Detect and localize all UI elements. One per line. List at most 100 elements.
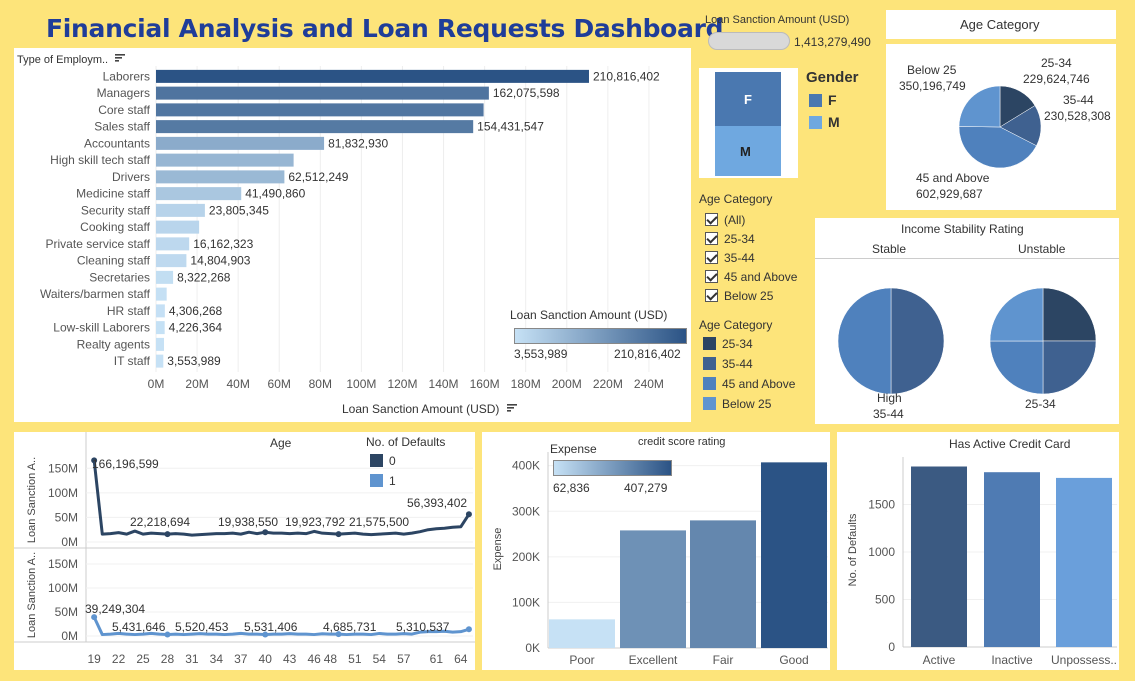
data-label: 23,805,345 [209, 203, 269, 217]
y-tick-label: 100M [48, 486, 78, 500]
y-tick-label: 150M [48, 461, 78, 475]
x-tick-label: Poor [569, 653, 594, 667]
bar [156, 86, 489, 100]
data-label: 16,162,323 [193, 237, 253, 251]
kpi-value: 1,413,279,490 [794, 35, 871, 49]
x-tick-label: 22 [112, 652, 126, 666]
bar [156, 304, 165, 318]
category-label: Waiters/barmen staff [40, 287, 151, 301]
credit-legend-title: Expense [550, 442, 597, 456]
gender-bar-f-label: F [744, 92, 752, 107]
gender-m-swatch [809, 116, 822, 129]
age-legend-item-25-34[interactable]: 25-34 [703, 337, 753, 351]
y-tick-label: 0K [525, 641, 540, 655]
age-legend-item-35-44[interactable]: 35-44 [703, 357, 753, 371]
age-legend-title: Age Category [699, 318, 773, 332]
age-pie-label-2534-value: 229,624,746 [1023, 72, 1090, 86]
data-label: 8,322,268 [177, 270, 231, 284]
data-label: 21,575,500 [349, 515, 409, 529]
income-stability-panel: Income Stability Rating Stable Unstable … [815, 218, 1119, 424]
gender-legend-f[interactable]: F [809, 92, 837, 108]
data-label: 56,393,402 [407, 496, 467, 510]
x-tick-label: 120M [387, 377, 417, 391]
gender-bar-f[interactable] [715, 72, 781, 126]
y-tick-label: 0 [888, 640, 895, 654]
data-label: 5,431,646 [112, 620, 166, 634]
data-label: 5,310,537 [396, 620, 450, 634]
x-tick-label: Good [779, 653, 808, 667]
data-label: 4,685,731 [323, 620, 377, 634]
bar [156, 254, 187, 268]
legend-swatch [370, 454, 383, 467]
stable-label-bottom: 35-44 [873, 407, 904, 421]
bar [156, 136, 325, 150]
age-legend-swatch [703, 397, 716, 410]
bar [156, 220, 200, 234]
age-line-header-defaults: No. of Defaults [366, 435, 446, 449]
series-point [465, 626, 472, 633]
y-tick-label: 150M [48, 557, 78, 571]
income-divider [815, 258, 1119, 259]
color-legend-min: 3,553,989 [514, 347, 568, 361]
age-legend-item-45-above[interactable]: 45 and Above [703, 377, 795, 391]
bar [620, 530, 686, 648]
bar [156, 237, 190, 251]
category-label: Medicine staff [76, 187, 150, 201]
card-bar-chart: 1500 1000 500 0 No. of Defaults Active Inactiv… [847, 457, 1117, 667]
series-point [262, 529, 269, 536]
age-line-legend-1[interactable]: 1 [370, 474, 396, 488]
age-filter-option-35-44[interactable]: 35-44 [705, 251, 755, 265]
age-filter-option-25-34[interactable]: 25-34 [705, 232, 755, 246]
category-label: Laborers [103, 69, 150, 83]
data-label: 154,431,547 [477, 120, 544, 134]
employment-x-label-text: Loan Sanction Amount (USD) [342, 402, 500, 416]
gender-legend-title: Gender [806, 69, 859, 86]
series-line [92, 616, 470, 637]
checkbox-icon[interactable] [705, 251, 718, 264]
checkbox-icon[interactable] [705, 213, 718, 226]
bar [690, 520, 756, 648]
bar [156, 203, 205, 217]
y-tick-label: 300K [512, 504, 540, 518]
x-tick-label: Inactive [991, 653, 1033, 667]
checkbox-icon[interactable] [705, 289, 718, 302]
age-line-legend-0[interactable]: 0 [370, 454, 396, 468]
x-tick-label: 20M [185, 377, 208, 391]
bar [156, 321, 165, 335]
age-filter-option-all[interactable]: (All) [705, 213, 745, 227]
credit-title: credit score rating [638, 436, 726, 448]
series-point [91, 457, 98, 464]
x-tick-label: 40 [259, 652, 273, 666]
gender-legend-m[interactable]: M [809, 114, 840, 130]
sort-icon[interactable] [506, 401, 517, 415]
gender-bar-m[interactable] [715, 126, 781, 176]
employment-axis-header[interactable]: Type of Employm.. [17, 53, 126, 66]
age-legend-label: Below 25 [722, 397, 772, 411]
pie-slice [958, 126, 1037, 169]
category-label: IT staff [114, 354, 151, 368]
x-tick-label: 51 [348, 652, 362, 666]
checkbox-icon[interactable] [705, 232, 718, 245]
sort-icon[interactable] [115, 53, 126, 65]
age-legend-item-below-25[interactable]: Below 25 [703, 397, 771, 411]
series-line [92, 460, 471, 537]
checkbox-icon[interactable] [705, 270, 718, 283]
data-label: 62,512,249 [288, 170, 348, 184]
y-tick-label: 1000 [868, 545, 895, 559]
age-legend-swatch [703, 357, 716, 370]
y-axis-label: No. of Defaults [847, 513, 859, 586]
credit-legend-max: 407,279 [624, 481, 668, 495]
y-tick-label: 0M [61, 535, 78, 549]
color-legend-gradient [514, 328, 687, 344]
y-tick-label: 200K [512, 550, 540, 564]
age-filter-option-45-above[interactable]: 45 and Above [705, 270, 797, 284]
age-legend-swatch [703, 337, 716, 350]
age-pie-label-below25-value: 350,196,749 [899, 79, 966, 93]
income-col-unstable: Unstable [1018, 242, 1066, 256]
bar [761, 462, 827, 648]
category-label: Security staff [81, 203, 151, 217]
age-pie-label-3544-name: 35-44 [1063, 93, 1094, 107]
employment-axis-header-label: Type of Employm.. [17, 54, 109, 66]
age-filter-option-below-25[interactable]: Below 25 [705, 289, 773, 303]
series-point [164, 531, 171, 538]
